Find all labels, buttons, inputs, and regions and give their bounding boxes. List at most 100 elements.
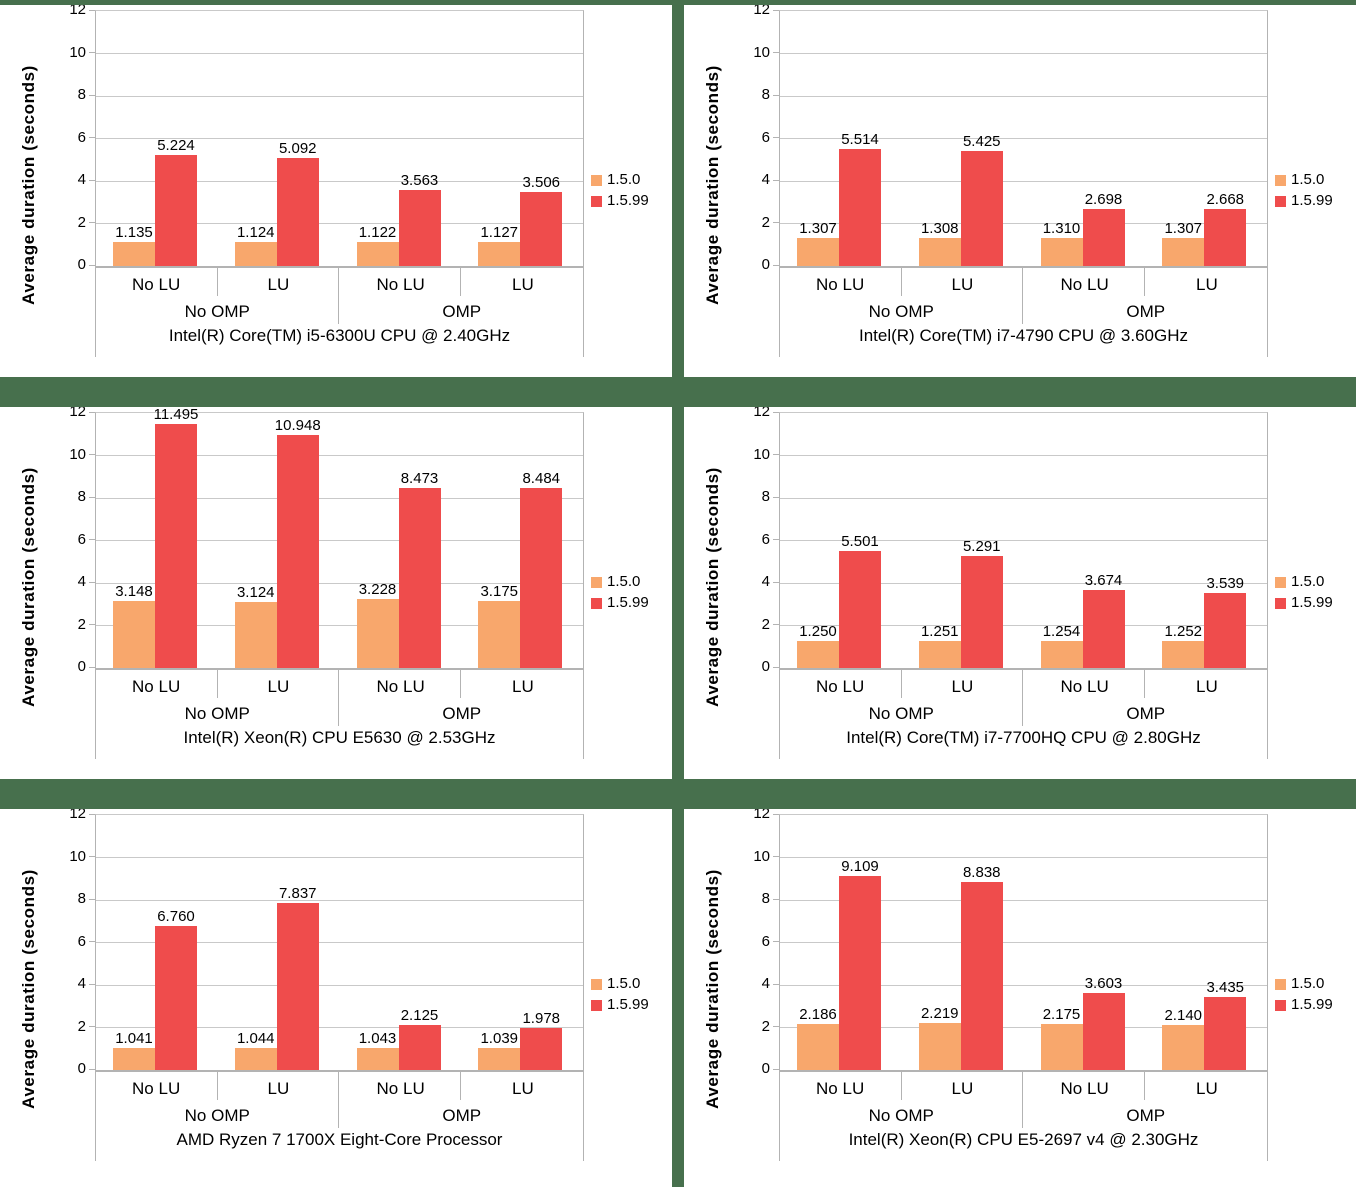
y-axis-title-holder: Average duration (seconds) <box>8 809 50 1169</box>
y-tick-label: 6 <box>761 932 770 950</box>
bar-1-5-99 <box>1204 592 1247 668</box>
bar-1-5-0 <box>1162 641 1205 668</box>
y-tick-label: 8 <box>77 86 86 103</box>
y-axis-tick <box>773 52 779 53</box>
y-tick-label: 12 <box>69 809 86 822</box>
chart-title: AMD Ryzen 7 1700X Eight-Core Processor <box>176 1130 503 1149</box>
category-label-omp: No OMP <box>868 704 934 723</box>
gridline <box>780 942 1267 943</box>
gridline <box>96 582 583 584</box>
legend-label: 1.5.99 <box>607 594 649 611</box>
y-axis-tick <box>773 898 779 900</box>
y-tick-label: 6 <box>77 932 86 950</box>
bar-1-5-99 <box>276 903 319 1070</box>
y-axis-title: Average duration (seconds) <box>19 869 39 1109</box>
y-axis-tick <box>89 898 95 900</box>
category-divider <box>217 669 218 698</box>
legend-item: 1.5.0 <box>591 172 649 188</box>
gridline <box>96 899 583 901</box>
gridline <box>780 1027 1267 1028</box>
bar-1-5-0 <box>356 1047 399 1070</box>
bar-1-5-0 <box>113 1047 155 1070</box>
data-label: 1.039 <box>480 1029 519 1047</box>
category-row-omp: No OMP OMP <box>95 1103 584 1129</box>
category-divider <box>460 1071 461 1100</box>
y-tick-label: 0 <box>77 1060 86 1077</box>
gridline <box>96 223 583 224</box>
gridline <box>780 138 1267 139</box>
legend: 1.5.0 1.5.99 <box>591 172 649 214</box>
category-divider <box>460 669 461 698</box>
legend-item: 1.5.0 <box>1275 172 1333 188</box>
y-tick-label: 8 <box>761 488 770 505</box>
y-axis-tick <box>89 411 95 413</box>
category-label-lu: No LU <box>132 275 181 294</box>
chart-title: Intel(R) Core(TM) i7-7700HQ CPU @ 2.80GH… <box>846 728 1201 747</box>
category-label-lu: LU <box>1196 677 1218 696</box>
data-label: 3.148 <box>115 583 153 601</box>
y-axis-tick <box>773 496 779 498</box>
bar-1-5-0 <box>478 1047 521 1070</box>
y-axis-tick <box>773 941 779 942</box>
plot-area: 1.135 1.124 1.122 1.127 5.224 5.092 3.563 3.506 <box>95 10 584 268</box>
y-tick-label: 8 <box>761 86 770 103</box>
legend-swatch-1-5-0 <box>1275 576 1286 588</box>
y-tick-label: 0 <box>761 658 770 675</box>
y-axis-tick <box>773 179 779 181</box>
category-label-lu: No LU <box>132 677 181 696</box>
category-label-lu: LU <box>512 1079 534 1098</box>
legend-item: 1.5.99 <box>591 997 649 1013</box>
legend-label: 1.5.99 <box>607 192 649 209</box>
bar-1-5-0 <box>1162 238 1205 266</box>
gridline <box>780 497 1267 499</box>
gridline <box>780 625 1267 626</box>
data-label: 1.310 <box>1042 220 1081 238</box>
category-label-lu: LU <box>951 677 974 696</box>
y-axis-tick <box>89 496 95 498</box>
data-label: 1.122 <box>358 224 397 242</box>
bar-1-5-0 <box>1040 238 1083 266</box>
bar-1-5-0 <box>1040 641 1083 668</box>
bar-1-5-99 <box>960 150 1003 266</box>
y-axis-tick <box>89 9 95 11</box>
data-label: 3.674 <box>1084 571 1123 589</box>
bar-1-5-0 <box>797 238 839 266</box>
bar-1-5-0 <box>1162 1024 1205 1070</box>
chart-panel: Average duration (seconds) 12 10 8 6 4 2 0 1.0… <box>0 809 672 1187</box>
data-label: 3.435 <box>1206 979 1245 997</box>
y-tick-label: 6 <box>77 128 86 146</box>
y-axis-tick <box>773 856 779 857</box>
y-axis-tick <box>89 941 95 942</box>
bar-1-5-99 <box>839 876 881 1070</box>
y-tick-label: 6 <box>761 530 770 548</box>
y-tick-label: 0 <box>761 1060 770 1077</box>
gridline <box>96 53 583 54</box>
category-label-lu: No LU <box>132 1079 181 1098</box>
category-divider <box>338 669 339 726</box>
data-label: 1.254 <box>1042 623 1081 641</box>
bar-1-5-0 <box>234 242 277 266</box>
category-divider <box>95 1071 96 1161</box>
gridline <box>96 180 583 182</box>
legend-label: 1.5.0 <box>1291 975 1325 992</box>
bar-1-5-99 <box>398 1024 441 1070</box>
category-divider <box>901 267 902 296</box>
gridline <box>96 138 583 139</box>
y-tick-label: 2 <box>77 1017 86 1035</box>
gridline <box>96 497 583 499</box>
legend-item: 1.5.99 <box>1275 997 1333 1013</box>
category-label-lu: No LU <box>816 1079 865 1098</box>
bar-1-5-0 <box>918 641 961 668</box>
y-tick-label: 10 <box>753 847 770 865</box>
gridline <box>96 455 583 456</box>
gridline <box>96 857 583 858</box>
legend-swatch-1-5-0 <box>591 174 602 186</box>
data-label: 3.175 <box>480 582 519 600</box>
category-divider <box>1022 669 1023 726</box>
legend-item: 1.5.99 <box>1275 193 1333 209</box>
y-axis-tick <box>89 264 95 266</box>
data-label: 2.140 <box>1164 1006 1203 1024</box>
y-axis-tick <box>773 581 779 583</box>
bar-1-5-99 <box>398 487 441 668</box>
